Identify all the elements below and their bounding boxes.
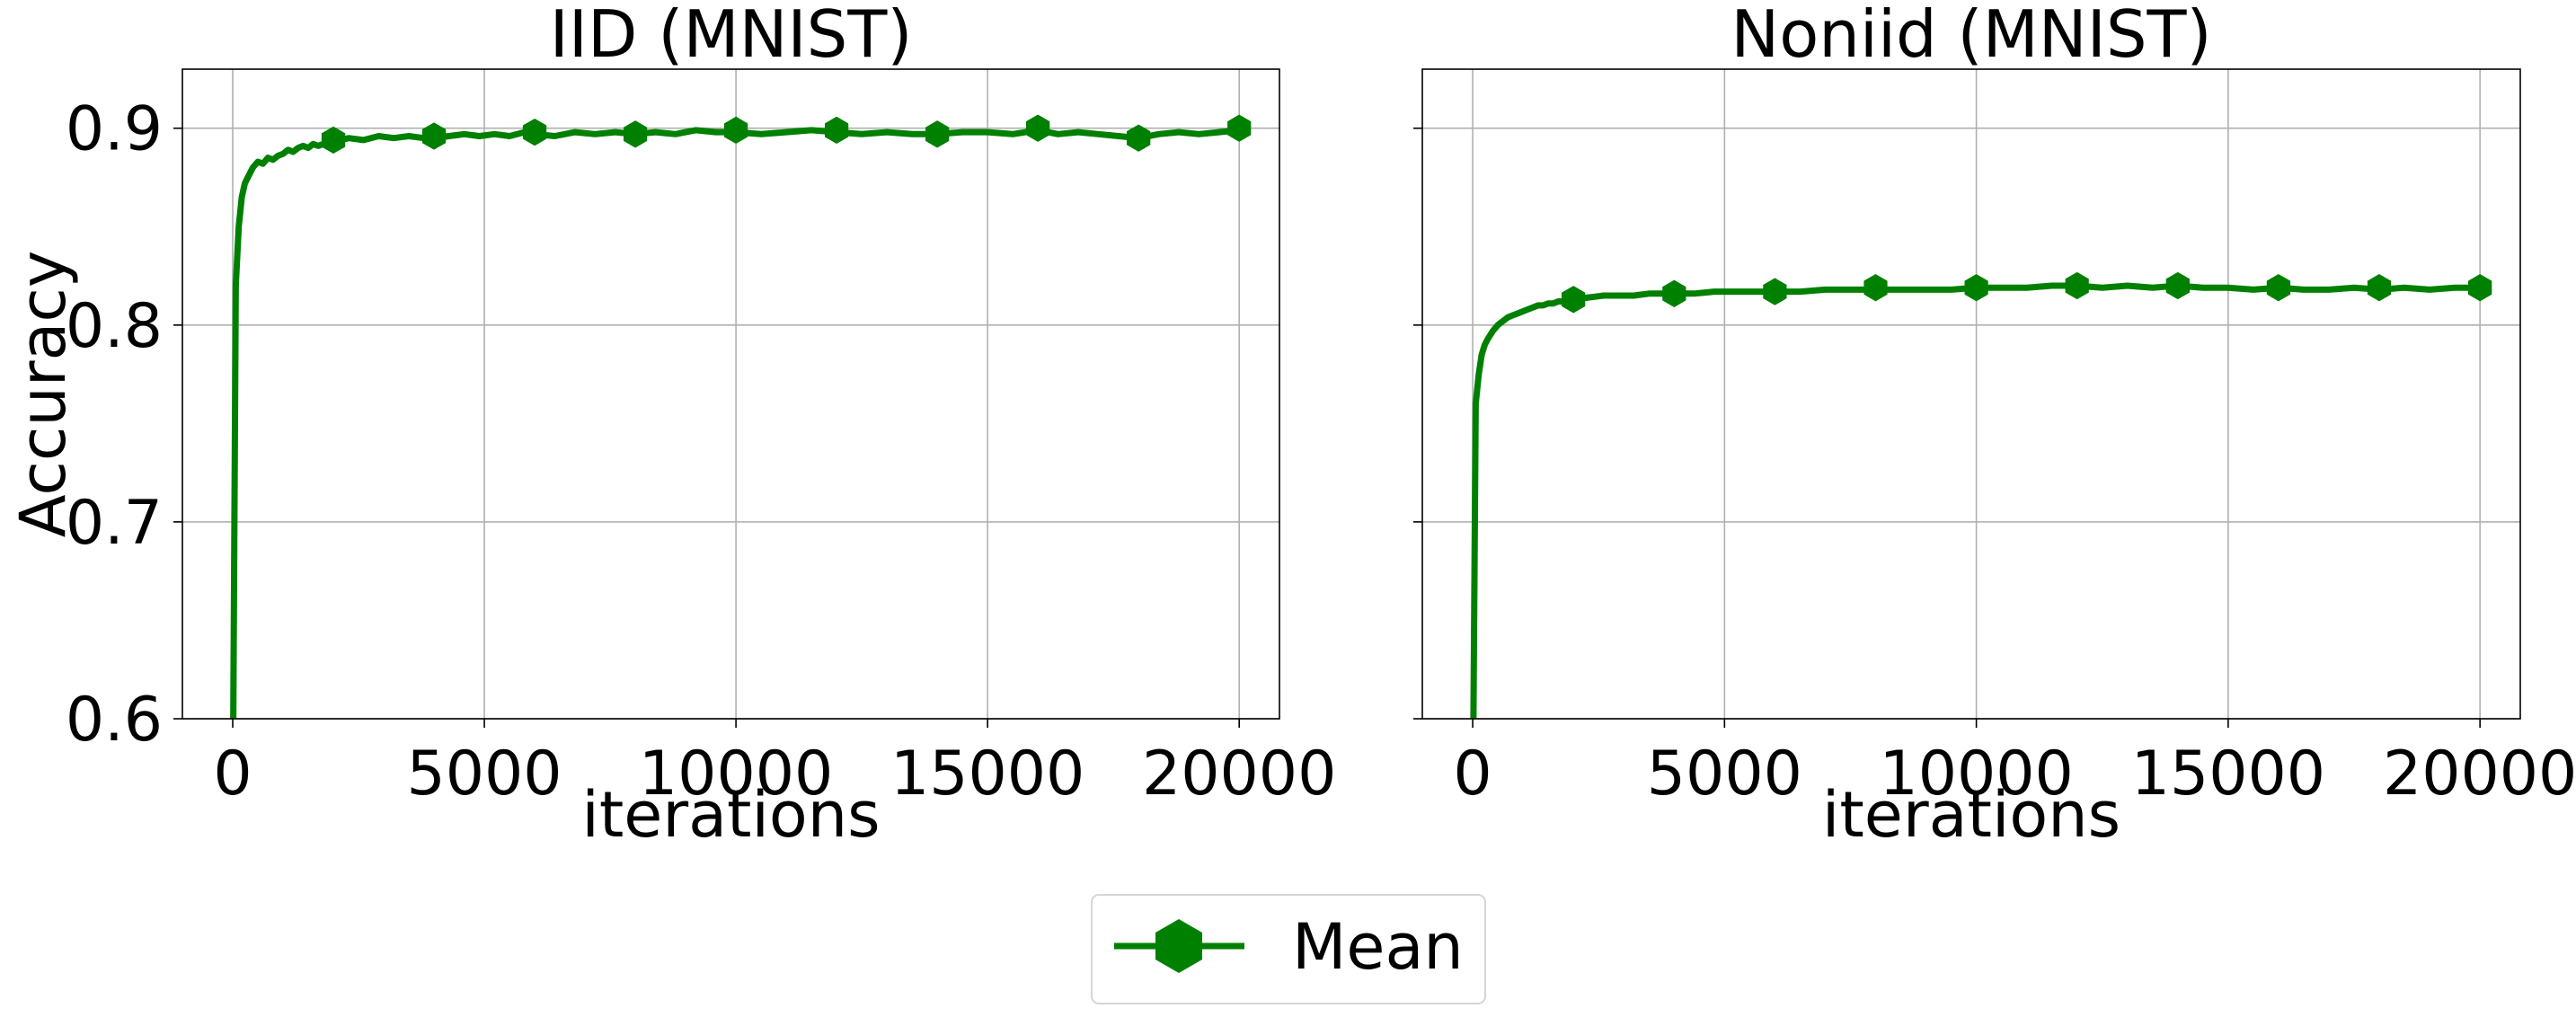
legend-marker-mean (1155, 919, 1202, 973)
x-axis-label: iterations (1822, 778, 2120, 852)
legend: Mean (1091, 894, 1486, 1004)
plot-frame (181, 68, 1280, 720)
data-point (1863, 274, 1888, 302)
plot-frame (1421, 68, 2521, 720)
y-tick-label: 0.7 (66, 488, 163, 559)
data-point (2065, 271, 2089, 300)
series-line-mean (1470, 282, 2481, 719)
data-point (1562, 286, 1586, 314)
chart-title: IID (MNIST) (550, 0, 913, 72)
data-point (825, 116, 849, 145)
x-tick-label: 5000 (407, 739, 562, 809)
x-tick-label: 0 (1453, 739, 1492, 809)
data-point (2165, 271, 2190, 300)
x-axis-label: iterations (581, 778, 880, 852)
x-tick-label: 15000 (2131, 739, 2325, 809)
x-tick-label: 10000 (1879, 739, 2073, 809)
data-point (421, 122, 447, 150)
data-point (1763, 278, 1787, 305)
x-tick-label: 15000 (890, 739, 1084, 809)
panels: 0 5000 10000 15000 20000 0.6 0.7 0.8 0.9 IID (MNI… (6, 0, 2576, 852)
data-point (1026, 114, 1050, 142)
y-tick-label: 0.6 (66, 685, 163, 756)
data-point (522, 118, 547, 146)
x-tick-label: 20000 (1142, 739, 1336, 809)
data-point (1662, 279, 1686, 307)
y-tick-label: 0.9 (66, 94, 163, 165)
panel-1: 0 5000 10000 15000 20000 0.6 0.7 0.8 0.9 IID (MNI… (6, 0, 1336, 852)
legend-label-mean: Mean (1292, 910, 1464, 984)
y-axis-label: Accuracy (6, 251, 80, 538)
x-tick-label: 5000 (1647, 739, 1802, 809)
data-point (321, 126, 346, 155)
x-tick-label: 20000 (2383, 739, 2576, 809)
data-point (2367, 274, 2392, 302)
data-point (624, 120, 648, 148)
data-point (1227, 114, 1252, 142)
y-tick-label: 0.8 (66, 291, 163, 362)
data-point (2468, 274, 2492, 302)
x-tick-label: 10000 (639, 739, 833, 809)
series-line-mean (230, 127, 1240, 719)
data-point (925, 120, 950, 148)
data-point (724, 116, 748, 145)
legend-box (1091, 894, 1486, 1004)
x-tick-label: 0 (213, 739, 252, 809)
panel-2: 0 5000 10000 15000 20000 Noniid (MNIST) iterat… (1413, 0, 2576, 852)
chart-title: Noniid (MNIST) (1731, 0, 2211, 72)
data-point (1964, 274, 1988, 302)
data-point (1127, 124, 1151, 152)
data-point (2266, 274, 2291, 302)
